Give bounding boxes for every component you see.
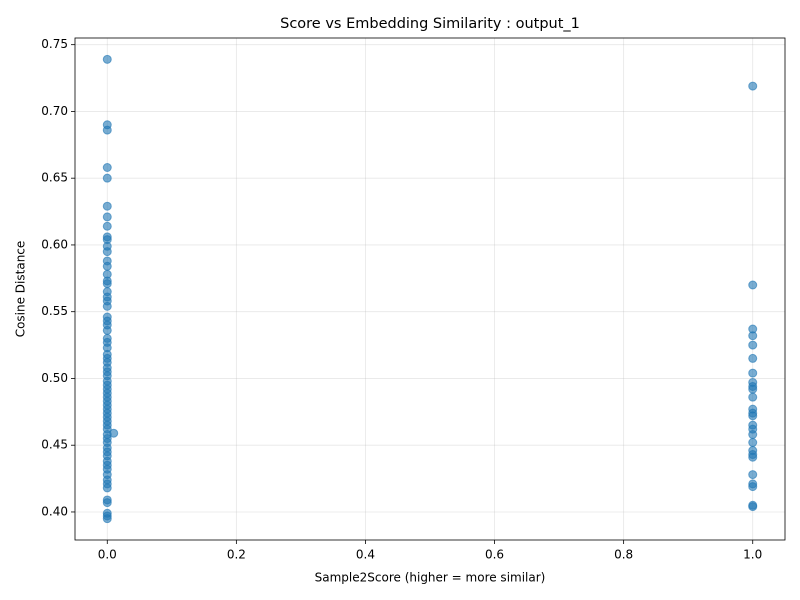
point <box>748 353 758 363</box>
x-tick-label: 0.2 <box>227 548 246 562</box>
point <box>748 392 758 402</box>
point <box>109 428 119 438</box>
x-tick-label: 0.0 <box>98 548 117 562</box>
y-tick-label: 0.45 <box>41 438 68 452</box>
y-tick-label: 0.70 <box>41 104 68 118</box>
point <box>748 411 758 421</box>
point <box>748 280 758 290</box>
y-tick-label: 0.55 <box>41 304 68 318</box>
point <box>102 301 112 311</box>
y-axis-label: Cosine Distance <box>14 241 28 338</box>
point <box>102 325 112 335</box>
point <box>102 514 112 524</box>
point <box>102 201 112 211</box>
point <box>102 221 112 231</box>
point <box>748 331 758 341</box>
x-tick-label: 0.6 <box>485 548 504 562</box>
point <box>748 81 758 91</box>
point <box>102 261 112 271</box>
y-tick-label: 0.65 <box>41 171 68 185</box>
y-tick-label: 0.50 <box>41 371 68 385</box>
point <box>102 173 112 183</box>
point <box>102 125 112 135</box>
chart-title: Score vs Embedding Similarity : output_1 <box>280 16 580 32</box>
point <box>748 452 758 462</box>
point <box>748 438 758 448</box>
x-axis-label: Sample2Score (higher = more similar) <box>315 571 546 585</box>
point <box>102 163 112 173</box>
point <box>748 470 758 480</box>
x-tick-label: 0.8 <box>614 548 633 562</box>
point <box>748 482 758 492</box>
point <box>102 483 112 493</box>
point <box>102 54 112 64</box>
point <box>102 212 112 222</box>
y-tick-label: 0.60 <box>41 237 68 251</box>
point <box>102 498 112 508</box>
x-tick-label: 0.4 <box>356 548 375 562</box>
point <box>748 384 758 394</box>
point <box>748 502 758 512</box>
point <box>748 340 758 350</box>
y-tick-label: 0.75 <box>41 37 68 51</box>
point <box>102 247 112 257</box>
point <box>748 368 758 378</box>
y-tick-label: 0.40 <box>41 504 68 518</box>
x-tick-label: 1.0 <box>743 548 762 562</box>
point <box>748 430 758 440</box>
point <box>102 279 112 289</box>
plot-frame <box>74 37 786 541</box>
